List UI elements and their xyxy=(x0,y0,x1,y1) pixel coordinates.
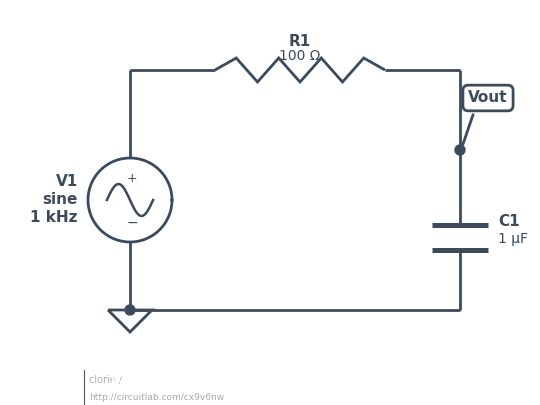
Text: +: + xyxy=(127,172,137,185)
Text: 100 Ω: 100 Ω xyxy=(279,49,321,63)
Text: 1 μF: 1 μF xyxy=(498,232,528,246)
Circle shape xyxy=(455,145,465,155)
Text: Vout: Vout xyxy=(468,90,508,105)
Text: V1: V1 xyxy=(56,175,78,190)
Text: −: − xyxy=(126,216,138,230)
Text: ∿W—■LAB: ∿W—■LAB xyxy=(3,393,53,402)
Text: CIRCUIT: CIRCUIT xyxy=(3,375,43,384)
Text: C1: C1 xyxy=(498,213,519,228)
Text: 1 kHz: 1 kHz xyxy=(30,211,78,226)
Circle shape xyxy=(125,305,135,315)
Text: ECE 286 - Example 14.1: ECE 286 - Example 14.1 xyxy=(111,375,240,385)
Text: clorie /: clorie / xyxy=(89,375,125,385)
Text: sine: sine xyxy=(43,192,78,207)
Text: http://circuitlab.com/cx9v6nw: http://circuitlab.com/cx9v6nw xyxy=(89,393,224,402)
Text: R1: R1 xyxy=(289,34,311,49)
